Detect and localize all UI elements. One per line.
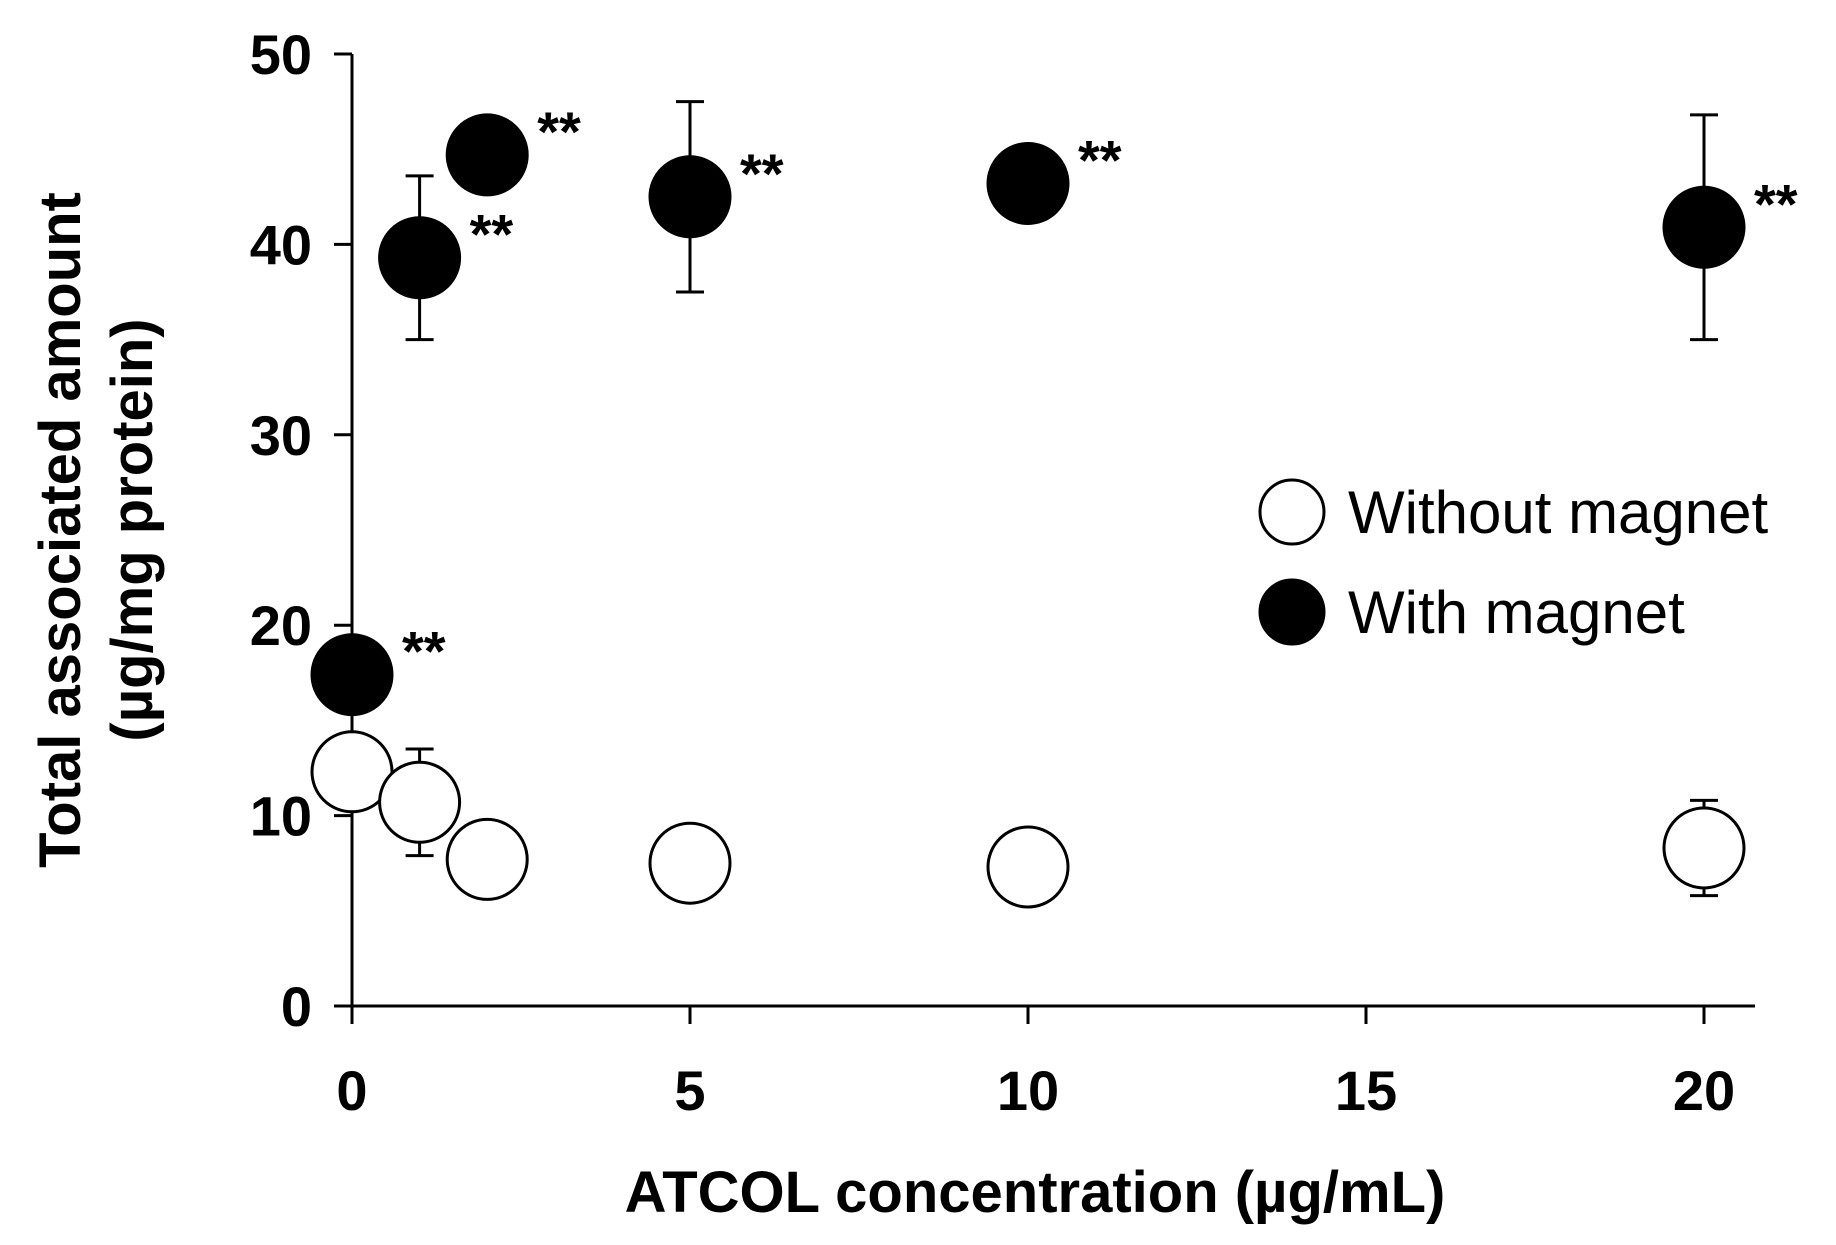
data-point-without-magnet [1662, 806, 1746, 890]
data-point-without-magnet [648, 821, 732, 905]
significance-annotations: ** ** ** ** ** ** [402, 100, 1798, 683]
legend: Without magnet With magnet [1258, 478, 1769, 646]
significance-marker: ** [1078, 128, 1122, 191]
y-tick-label: 20 [250, 594, 312, 657]
y-axis-title-line-1: Total associated amount [28, 192, 93, 868]
significance-marker: ** [1754, 172, 1798, 235]
significance-marker: ** [470, 203, 514, 266]
data-points [310, 113, 1746, 909]
x-tick-label: 10 [997, 1059, 1059, 1122]
x-tick-label: 20 [1673, 1059, 1735, 1122]
y-tick-label: 10 [250, 785, 312, 848]
data-point-with-magnet [310, 633, 394, 717]
y-tick-label: 30 [250, 404, 312, 467]
y-axis-title: Total associated amount (µg/mg protein) [28, 192, 165, 868]
significance-marker: ** [402, 620, 446, 683]
data-point-without-magnet [986, 825, 1070, 909]
data-point-with-magnet [648, 155, 732, 239]
data-point-without-magnet [378, 760, 462, 844]
legend-label-without-magnet: Without magnet [1348, 479, 1769, 546]
x-axis-title: ATCOL concentration (µg/mL) [625, 1160, 1446, 1225]
legend-marker-without-magnet [1258, 478, 1326, 546]
y-axis-title-line-2: (µg/mg protein) [100, 318, 165, 741]
axes: 0 10 20 30 40 50 0 5 10 15 20 [250, 23, 1755, 1122]
data-point-with-magnet [1662, 185, 1746, 269]
data-point-with-magnet [378, 216, 462, 300]
significance-marker: ** [537, 100, 581, 163]
significance-marker: ** [740, 142, 784, 205]
y-tick-label: 0 [281, 975, 312, 1038]
x-tick-label: 5 [674, 1059, 705, 1122]
y-tick-label: 40 [250, 213, 312, 276]
data-point-with-magnet [445, 113, 529, 197]
data-point-without-magnet [445, 817, 529, 901]
legend-marker-with-magnet [1258, 578, 1326, 646]
x-tick-label: 15 [1335, 1059, 1397, 1122]
legend-label-with-magnet: With magnet [1348, 579, 1685, 646]
y-tick-label: 50 [250, 23, 312, 86]
x-tick-label: 0 [336, 1059, 367, 1122]
data-point-with-magnet [986, 141, 1070, 225]
